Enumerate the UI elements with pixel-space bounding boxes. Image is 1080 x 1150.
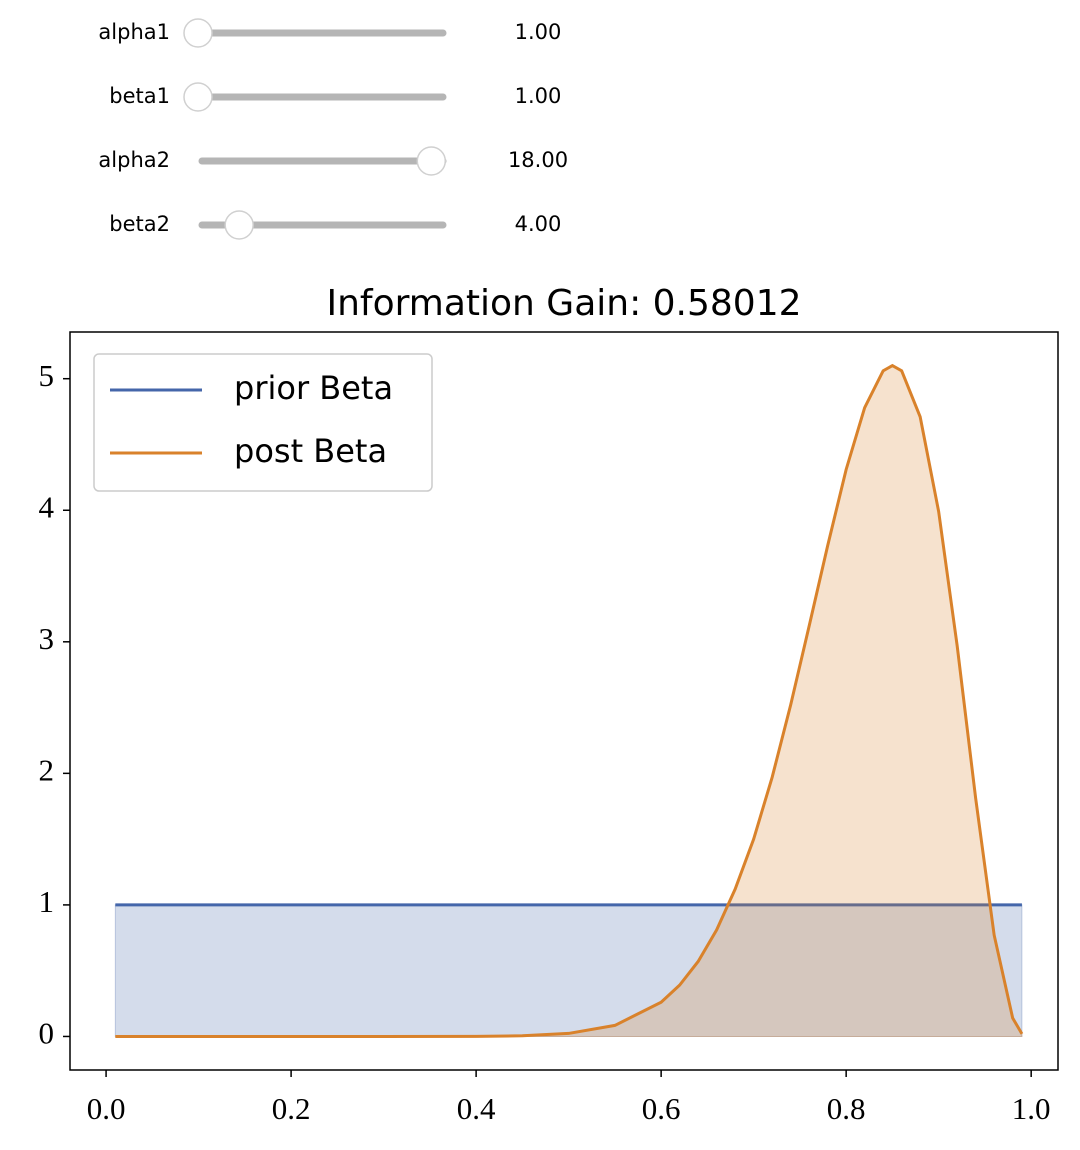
slider-label: beta1 <box>109 84 170 108</box>
x-tick-label: 0.6 <box>642 1091 681 1126</box>
slider-knob[interactable] <box>183 18 213 48</box>
slider-knob[interactable] <box>224 210 254 240</box>
legend-label: post Beta <box>234 432 387 470</box>
plot-frame <box>69 331 1059 1071</box>
slider-value: 4.00 <box>515 212 562 236</box>
x-tick-label: 0.2 <box>272 1091 311 1126</box>
y-tick-label: 2 <box>39 752 55 787</box>
slider-label: beta2 <box>109 212 170 236</box>
x-tick-label: 0.0 <box>87 1091 126 1126</box>
line <box>115 363 1024 1038</box>
y-tick-label: 3 <box>39 621 55 656</box>
slider-label: alpha2 <box>98 148 170 172</box>
slider-value: 1.00 <box>515 20 562 44</box>
x-tick-label: 0.4 <box>457 1091 496 1126</box>
x-tick-label: 1.0 <box>1012 1091 1051 1126</box>
slider-knob[interactable] <box>416 146 447 176</box>
y-tick-label: 5 <box>39 358 55 393</box>
slider-value: 1.00 <box>515 84 562 108</box>
y-tick-label: 4 <box>39 489 55 524</box>
slider-value: 18.00 <box>508 148 568 172</box>
slider-knob[interactable] <box>183 82 213 112</box>
y-tick-label: 0 <box>39 1016 55 1051</box>
chart-title: Information Gain: 0.58012 <box>326 283 801 324</box>
legend-box <box>93 353 433 492</box>
legend-label: prior Beta <box>234 369 393 407</box>
x-tick-label: 0.8 <box>827 1091 866 1126</box>
y-tick-label: 1 <box>39 884 55 919</box>
slider-label: alpha1 <box>98 20 170 44</box>
